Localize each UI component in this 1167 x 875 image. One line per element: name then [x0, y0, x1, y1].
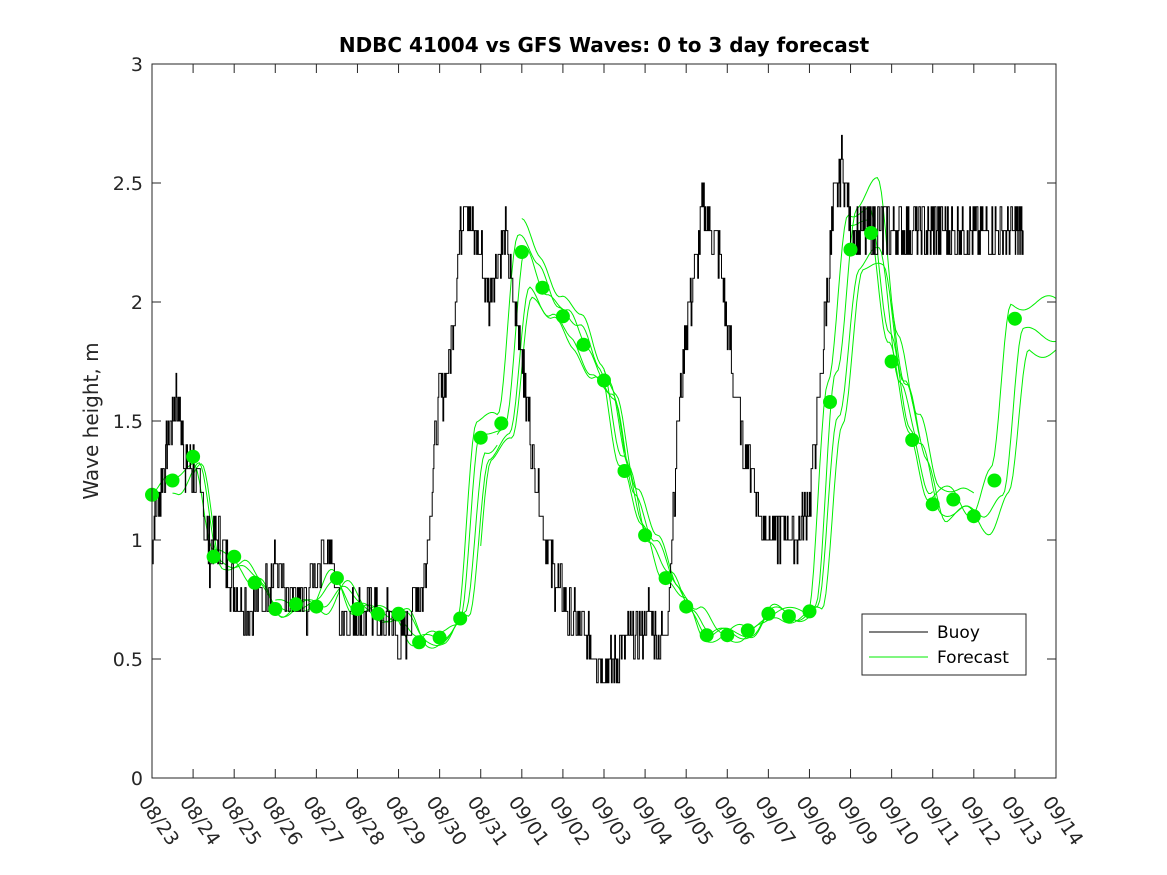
forecast-marker: [555, 309, 570, 324]
forecast-marker: [350, 602, 365, 616]
forecast-series-line: [809, 246, 1057, 614]
forecast-marker: [679, 599, 694, 614]
forecast-marker: [802, 604, 817, 619]
forecast-series-line: [496, 246, 810, 639]
forecast-marker: [453, 611, 468, 626]
forecast-marker: [432, 630, 447, 645]
y-tick-label: 1: [131, 530, 143, 552]
forecast-marker: [617, 464, 632, 478]
forecast-series-line: [192, 286, 625, 649]
y-tick-label: 1.5: [113, 411, 143, 433]
forecast-series-line: [480, 296, 687, 604]
forecast-marker: [268, 602, 283, 616]
forecast-marker: [288, 597, 303, 612]
forecast-marker: [165, 473, 180, 488]
forecast-marker: [514, 245, 529, 259]
forecast-marker: [247, 575, 262, 590]
forecast-marker: [843, 242, 858, 257]
legend-forecast-label: Forecast: [937, 648, 1009, 668]
buoy-series-line: [152, 134, 1024, 684]
forecast-marker: [227, 549, 242, 564]
forecast-markers: [145, 226, 1022, 650]
forecast-marker: [186, 449, 201, 464]
forecast-series-line: [850, 219, 1057, 518]
forecast-marker: [638, 528, 653, 543]
legend-buoy-label: Buoy: [937, 623, 980, 643]
forecast-marker: [412, 635, 427, 650]
forecast-series-line: [603, 262, 921, 643]
y-tick-label: 0.5: [113, 649, 143, 671]
forecast-marker: [391, 606, 406, 621]
forecast-marker: [761, 606, 776, 621]
forecast-marker: [905, 433, 920, 447]
y-tick-label: 2: [131, 292, 143, 314]
forecast-marker: [597, 373, 611, 388]
forecast-marker: [1007, 311, 1022, 326]
forecast-marker: [576, 337, 591, 352]
forecast-marker: [823, 395, 837, 409]
forecast-marker: [720, 628, 735, 643]
forecast-marker: [740, 623, 755, 638]
legend: Buoy Forecast: [861, 613, 1027, 676]
forecast-marker: [781, 609, 796, 624]
forecast-marker: [535, 280, 550, 295]
forecast-marker: [987, 473, 1002, 488]
forecast-marker: [473, 430, 488, 445]
forecast-marker: [864, 226, 879, 240]
forecast-marker: [966, 509, 981, 524]
forecast-marker: [329, 571, 344, 586]
forecast-marker: [494, 416, 509, 431]
forecast-marker: [884, 354, 899, 369]
y-tick-label: 3: [131, 54, 143, 76]
forecast-marker: [309, 599, 324, 614]
forecast-marker: [925, 497, 940, 512]
forecast-marker: [206, 549, 221, 564]
y-tick-label: 2.5: [113, 173, 143, 195]
y-axis: 0 0.5 1 1.5 2 2.5 3: [113, 54, 1056, 790]
buoy-line: [152, 134, 1024, 684]
forecast-marker: [371, 606, 385, 621]
forecast-marker: [946, 492, 961, 507]
legend-box: [861, 613, 1027, 676]
y-tick-label: 0: [131, 768, 143, 790]
forecast-marker: [658, 571, 673, 586]
y-axis-label: Wave height, m: [79, 342, 103, 499]
forecast-marker: [699, 628, 714, 643]
chart-title: NDBC 41004 vs GFS Waves: 0 to 3 day fore…: [339, 33, 870, 57]
